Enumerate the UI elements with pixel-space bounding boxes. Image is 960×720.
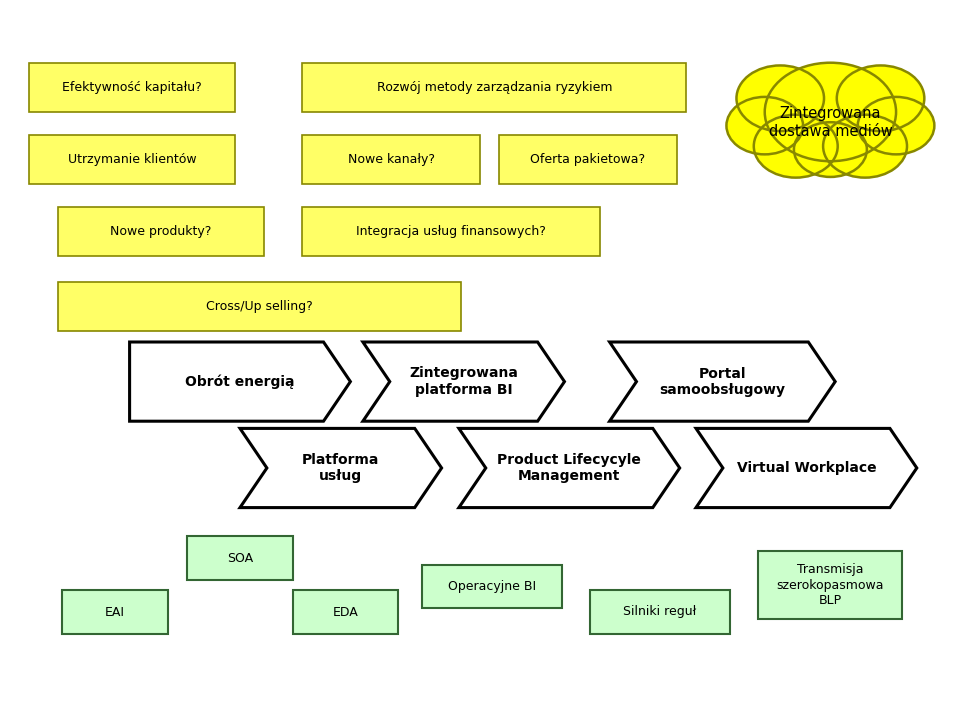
FancyBboxPatch shape [62,590,168,634]
Text: Cross/Up selling?: Cross/Up selling? [205,300,313,313]
Text: Nowe kanały?: Nowe kanały? [348,153,435,166]
Text: EAI: EAI [106,606,125,618]
FancyBboxPatch shape [293,590,398,634]
Polygon shape [363,342,564,421]
Polygon shape [696,428,917,508]
Text: SOA: SOA [227,552,253,564]
Polygon shape [459,428,680,508]
FancyBboxPatch shape [758,551,902,619]
Text: EDA: EDA [333,606,358,618]
Circle shape [765,63,896,161]
Circle shape [754,114,838,178]
Text: Zintegrowana
platforma BI: Zintegrowana platforma BI [409,366,518,397]
FancyBboxPatch shape [58,282,461,331]
Circle shape [736,66,824,131]
Text: Silniki reguł: Silniki reguł [623,606,697,618]
Text: Transmisja
szerokopasmowa
BLP: Transmisja szerokopasmowa BLP [777,564,884,606]
FancyBboxPatch shape [302,63,686,112]
Circle shape [837,66,924,131]
FancyBboxPatch shape [29,63,235,112]
Circle shape [858,97,934,154]
Text: Platforma
usług: Platforma usług [302,453,379,483]
FancyBboxPatch shape [302,135,480,184]
Text: Zintegrowana
dostawa mediów: Zintegrowana dostawa mediów [769,106,892,138]
FancyBboxPatch shape [187,536,293,580]
Text: Oferta pakietowa?: Oferta pakietowa? [531,153,645,166]
Text: Nowe produkty?: Nowe produkty? [110,225,211,238]
Polygon shape [610,342,835,421]
Text: Integracja usług finansowych?: Integracja usług finansowych? [356,225,546,238]
Text: Operacyjne BI: Operacyjne BI [448,580,536,593]
Polygon shape [130,342,350,421]
FancyBboxPatch shape [302,207,600,256]
FancyBboxPatch shape [58,207,264,256]
FancyBboxPatch shape [29,135,235,184]
Text: Rozwój metody zarządzania ryzykiem: Rozwój metody zarządzania ryzykiem [376,81,612,94]
Circle shape [794,122,867,177]
Polygon shape [240,428,442,508]
Text: Product Lifecycyle
Management: Product Lifecycyle Management [497,453,641,483]
FancyBboxPatch shape [590,590,730,634]
FancyBboxPatch shape [422,565,562,608]
Text: Utrzymanie klientów: Utrzymanie klientów [68,153,196,166]
Text: Obrót energią: Obrót energią [185,374,295,389]
Text: Efektywność kapitału?: Efektywność kapitału? [62,81,202,94]
Text: Portal
samoobsługowy: Portal samoobsługowy [660,366,785,397]
Circle shape [823,114,907,178]
Circle shape [727,97,803,154]
FancyBboxPatch shape [499,135,677,184]
Text: Virtual Workplace: Virtual Workplace [736,461,876,475]
